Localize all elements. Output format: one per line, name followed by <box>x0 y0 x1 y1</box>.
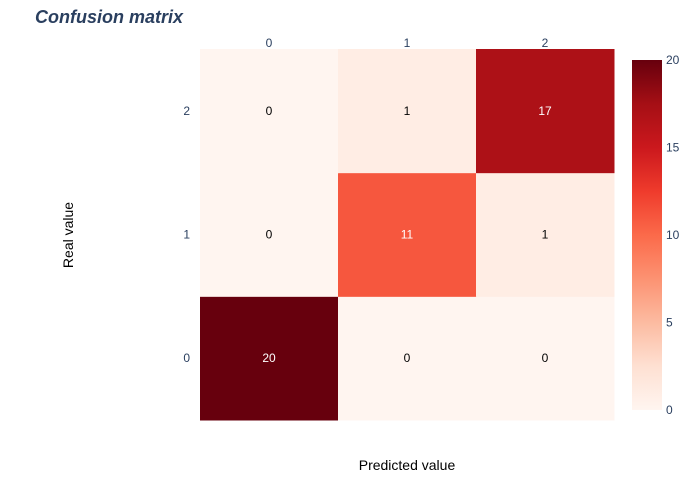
colorbar-tick-label: 20 <box>666 53 680 67</box>
y-tick-label: 0 <box>183 351 190 365</box>
heatmap-cell-r1-c2 <box>476 172 615 297</box>
heatmap-cell-r0-c1 <box>338 296 477 421</box>
cell-value-label: 17 <box>538 104 552 118</box>
colorbar-tick-label: 15 <box>666 141 680 155</box>
heatmap-cells: 20 0 00 11 10 1 17 <box>200 49 615 421</box>
heatmap-cell-r1-c1 <box>338 172 477 297</box>
colorbar-tick-label: 10 <box>666 228 680 242</box>
cell-value-label: 0 <box>266 228 273 242</box>
heatmap-cell-r2-c0 <box>200 49 339 174</box>
colorbar-ticks: 0 5 10 15 20 <box>666 53 680 417</box>
cell-value-label: 0 <box>542 351 549 365</box>
x-axis-title: Predicted value <box>359 457 456 473</box>
y-tick-label: 2 <box>183 104 190 118</box>
colorbar <box>632 60 662 410</box>
cell-value-label: 0 <box>404 351 411 365</box>
colorbar-tick-label: 5 <box>666 316 673 330</box>
colorbar-tick-label: 0 <box>666 403 673 417</box>
cell-value-label: 1 <box>542 228 549 242</box>
heatmap-cell-r2-c2 <box>476 49 615 174</box>
x-tick-label: 0 <box>266 36 273 50</box>
heatmap-cell-r0-c2 <box>476 296 615 421</box>
heatmap-cell-r1-c0 <box>200 172 339 297</box>
cell-value-label: 1 <box>404 104 411 118</box>
y-axis-title: Real value <box>60 202 76 268</box>
x-tick-label: 2 <box>542 36 549 50</box>
heatmap-cell-r2-c1 <box>338 49 477 174</box>
x-axis-ticks: 0 1 2 <box>266 36 549 50</box>
y-tick-label: 1 <box>183 228 190 242</box>
cell-value-label: 0 <box>266 104 273 118</box>
heatmap-cell-r0-c0 <box>200 296 339 421</box>
chart-title: Confusion matrix <box>35 7 184 27</box>
y-axis-ticks: 0 1 2 <box>183 104 190 365</box>
x-tick-label: 1 <box>404 36 411 50</box>
cell-value-label: 11 <box>401 228 414 242</box>
cell-value-label: 20 <box>262 351 276 365</box>
